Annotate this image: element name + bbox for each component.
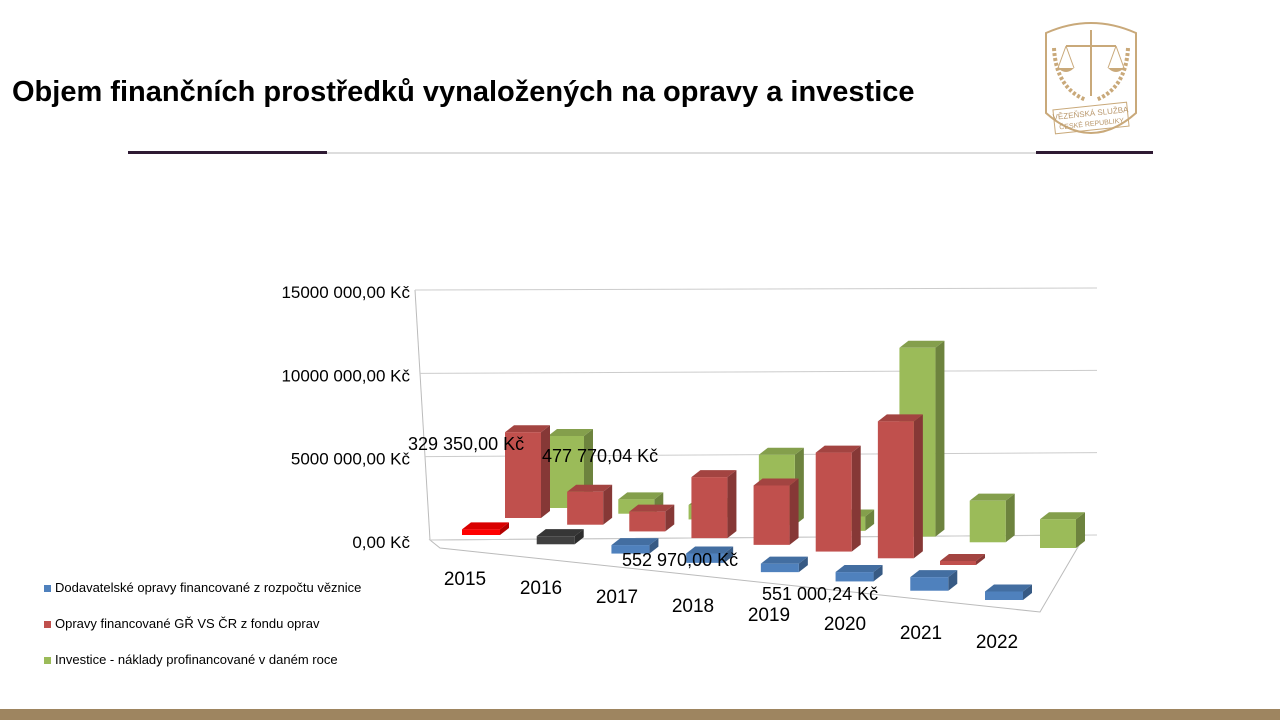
bar-side	[724, 546, 734, 563]
prison-service-logo: VĚZEŇSKÁ SLUŽBA ČESKÉ REPUBLIKY	[1045, 22, 1137, 135]
bar-1-2020	[815, 452, 852, 552]
legend-swatch	[44, 657, 51, 664]
y-tick-label: 15000 000,00 Kč	[281, 283, 410, 302]
bar-0-2021	[910, 577, 949, 591]
x-tick-label: 2022	[976, 632, 1018, 653]
bar-top	[691, 470, 737, 478]
bar-top	[910, 570, 958, 578]
bar-side	[948, 570, 958, 591]
data-label: 477 770,04 Kč	[542, 446, 658, 466]
bar-top	[548, 429, 593, 436]
bar-side	[727, 470, 737, 539]
bar-top	[940, 554, 985, 561]
bar-1-2016	[567, 491, 604, 525]
x-tick-label: 2020	[824, 614, 866, 635]
bar-top	[758, 447, 804, 455]
bar-1-2018	[691, 477, 728, 539]
bar-0-2022	[985, 591, 1023, 600]
bar-1-2022	[940, 561, 976, 565]
x-tick-label: 2019	[748, 605, 790, 626]
bar-top	[877, 414, 923, 422]
bar-side	[1076, 512, 1085, 548]
bar-top	[753, 478, 799, 486]
x-tick-label: 2021	[900, 623, 942, 644]
data-label: 329 350,00 Kč	[408, 434, 524, 454]
legend: Dodavatelské opravy financované z rozpoč…	[44, 580, 361, 688]
bar-1-2019	[753, 485, 790, 545]
bar-side	[603, 484, 613, 525]
bar-top	[1040, 512, 1085, 520]
bar-top	[686, 546, 734, 554]
legend-swatch	[44, 621, 51, 628]
x-tick-label: 2018	[672, 596, 714, 617]
bar-0-2019	[760, 563, 799, 573]
bar-top	[835, 565, 883, 573]
bar-top	[505, 425, 550, 433]
x-tick-label: 2015	[444, 569, 486, 590]
bar-0-2018	[686, 553, 725, 563]
bar-side	[789, 478, 799, 545]
bar-0-2017	[611, 545, 650, 554]
y-tick-label: 0,00 Kč	[352, 533, 410, 552]
bar-side	[665, 504, 675, 532]
bar-side	[541, 425, 550, 518]
bar-side	[649, 538, 659, 554]
bar-top	[536, 529, 584, 537]
bar-top	[760, 556, 808, 564]
legend-label: Investice - náklady profinancované v dan…	[55, 652, 338, 667]
bar-side	[976, 554, 985, 565]
bar-side	[1023, 584, 1032, 600]
data-label: 552 970,00 Kč	[622, 550, 738, 570]
bar-0-2020	[835, 572, 874, 582]
chart-left-wall	[414, 289, 431, 541]
bar-0-2015	[462, 529, 500, 535]
legend-item: Opravy financované GŘ VS ČR z fondu opra…	[44, 616, 361, 652]
bar-1-2021	[877, 421, 914, 559]
bar-top	[815, 445, 861, 453]
legend-item: Investice - náklady profinancované v dan…	[44, 652, 361, 688]
x-tick-label: 2017	[596, 587, 638, 608]
gridline	[414, 287, 1098, 291]
gridline	[419, 369, 1098, 374]
divider	[128, 151, 327, 154]
legend-label: Dodavatelské opravy financované z rozpoč…	[55, 580, 362, 595]
chart-floor	[428, 534, 1086, 613]
legend-item: Dodavatelské opravy financované z rozpoč…	[44, 580, 361, 616]
bar-side	[574, 529, 584, 545]
bar-side	[873, 565, 883, 582]
bar-top	[629, 504, 675, 512]
y-tick-label: 5000 000,00 Kč	[291, 450, 411, 469]
bar-top	[899, 340, 945, 348]
bar-0-2016	[536, 536, 575, 545]
bar-1-2015	[505, 432, 541, 518]
page-title: Objem finančních prostředků vynaložených…	[12, 76, 915, 108]
bar-side	[851, 445, 861, 552]
bar-side	[935, 340, 945, 537]
bar-top	[969, 493, 1015, 501]
bar-side	[798, 556, 808, 573]
bar-2-2021	[969, 500, 1006, 543]
bar-side	[913, 414, 923, 559]
bar-1-2017	[629, 511, 666, 532]
bar-side	[1005, 493, 1015, 543]
bar-top	[462, 522, 509, 530]
divider	[1036, 151, 1153, 154]
y-tick-label: 10000 000,00 Kč	[281, 366, 410, 385]
footer-bar	[0, 709, 1280, 720]
bar-2-2022	[1040, 519, 1076, 548]
bar-top	[618, 492, 664, 500]
bar-top	[567, 484, 613, 492]
bar-top	[985, 584, 1032, 592]
legend-label: Opravy financované GŘ VS ČR z fondu opra…	[55, 616, 320, 631]
legend-swatch	[44, 585, 51, 592]
x-tick-label: 2016	[520, 578, 562, 599]
bar-side	[865, 509, 875, 531]
bar-top	[611, 538, 659, 546]
bar-side	[500, 522, 509, 535]
divider	[327, 152, 1036, 154]
data-label: 551 000,24 Kč	[762, 584, 878, 604]
